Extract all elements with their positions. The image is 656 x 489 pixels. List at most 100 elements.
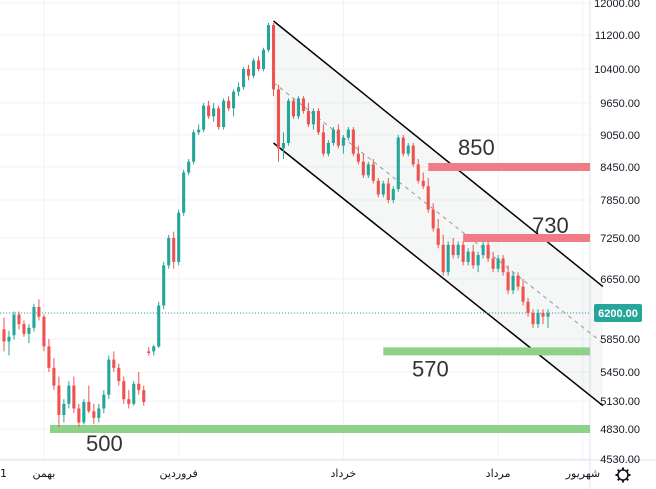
candle-body [177, 212, 181, 262]
y-tick-label: 5130.00 [600, 396, 640, 408]
candle-body [237, 87, 241, 92]
candle-body [276, 89, 281, 149]
level-label-850: 850 [458, 135, 495, 160]
candle-body [112, 359, 116, 368]
candle-body [291, 100, 296, 117]
support-resistance-levels [0, 163, 590, 433]
level-annotations: 850 730 570 500 [86, 135, 569, 456]
candle-body [506, 272, 510, 291]
candle-body [476, 255, 480, 266]
candle-body [446, 244, 450, 273]
candle-body [331, 129, 335, 143]
candle-body [456, 244, 460, 256]
candle-body [471, 251, 475, 266]
candle-body [541, 313, 545, 317]
candle-body [232, 91, 236, 109]
candle-body [451, 244, 455, 256]
candle-body [376, 180, 380, 195]
candle-body [117, 367, 121, 382]
candle-body [57, 385, 61, 415]
candle-body [2, 329, 6, 342]
candle-body [361, 161, 365, 176]
candle-body [42, 316, 46, 347]
candle-body [351, 129, 355, 154]
candle-body [162, 265, 166, 306]
candle-body [466, 251, 470, 262]
candle-body [142, 390, 146, 402]
candle-body [401, 137, 405, 154]
candle-body [192, 132, 196, 162]
gear-icon-tooth [625, 468, 630, 473]
candle-body [441, 244, 445, 273]
level-band-500 [50, 425, 590, 433]
candle-body [47, 346, 51, 368]
chart-settings-gear-icon[interactable] [615, 467, 631, 483]
candle-body [182, 172, 186, 213]
candle-body [152, 346, 156, 352]
candle-body [77, 408, 81, 423]
candle-body [496, 258, 500, 269]
candle-body [396, 137, 400, 189]
candle-body [97, 408, 101, 418]
candle-body [371, 164, 375, 181]
candle-body [242, 69, 246, 88]
candle-body [72, 385, 76, 409]
candle-body [202, 105, 206, 130]
channel-lower-line [273, 142, 604, 407]
y-tick-label: 9650.00 [600, 98, 640, 110]
candle-body [12, 314, 16, 336]
y-tick-label: 4530.00 [600, 454, 640, 466]
candle-body [217, 108, 221, 127]
candle-body [32, 306, 36, 328]
candle-body [62, 403, 66, 415]
level-label-570: 570 [412, 356, 449, 381]
gear-icon-ring [617, 469, 629, 481]
candle-body [421, 180, 425, 187]
candle-body [251, 60, 256, 76]
candle-body [207, 105, 211, 117]
candle-body [281, 143, 286, 149]
candle-body [366, 164, 370, 176]
candle-body [261, 49, 266, 69]
candle-body [286, 100, 291, 143]
level-band-850 [428, 163, 590, 171]
candle-body [102, 394, 106, 409]
candle-body [107, 359, 111, 395]
candle-body [461, 244, 465, 262]
candle-body [132, 383, 136, 404]
y-tick-label: 7250.00 [600, 233, 640, 245]
candle-body [147, 351, 151, 354]
candle-body [436, 228, 440, 245]
candle-body [301, 98, 305, 111]
candle-body [511, 275, 515, 291]
y-tick-label: 9050.00 [600, 130, 640, 142]
candle-body [212, 108, 216, 117]
x-tick-label: خرداد [331, 467, 357, 480]
current-price-tag: 6200.00 [594, 304, 642, 322]
candle-body [82, 401, 86, 423]
candle-body [386, 183, 390, 200]
candle-body [516, 275, 520, 287]
channel-upper-line [273, 20, 604, 288]
candle-body [296, 98, 301, 117]
candle-body [491, 258, 495, 269]
x-tick-label: شهریور [565, 467, 600, 480]
candle-body [546, 313, 550, 317]
x-tick-label: فروردین [160, 467, 198, 480]
level-label-730: 730 [532, 213, 569, 238]
candle-body [22, 324, 26, 334]
candle-body [521, 286, 525, 302]
candle-body [266, 25, 271, 50]
y-tick-label: 8450.00 [600, 162, 640, 174]
price-channel [273, 20, 604, 407]
gear-icon-tooth [616, 468, 621, 473]
candle-body [27, 327, 31, 334]
y-tick-label: 7850.00 [600, 195, 640, 207]
current-price-label: 6200.00 [598, 308, 638, 320]
candle-body [536, 313, 540, 325]
candlesticks [2, 23, 550, 428]
candle-body [341, 137, 345, 146]
candle-body [167, 238, 171, 266]
y-tick-label: 5850.00 [600, 334, 640, 346]
